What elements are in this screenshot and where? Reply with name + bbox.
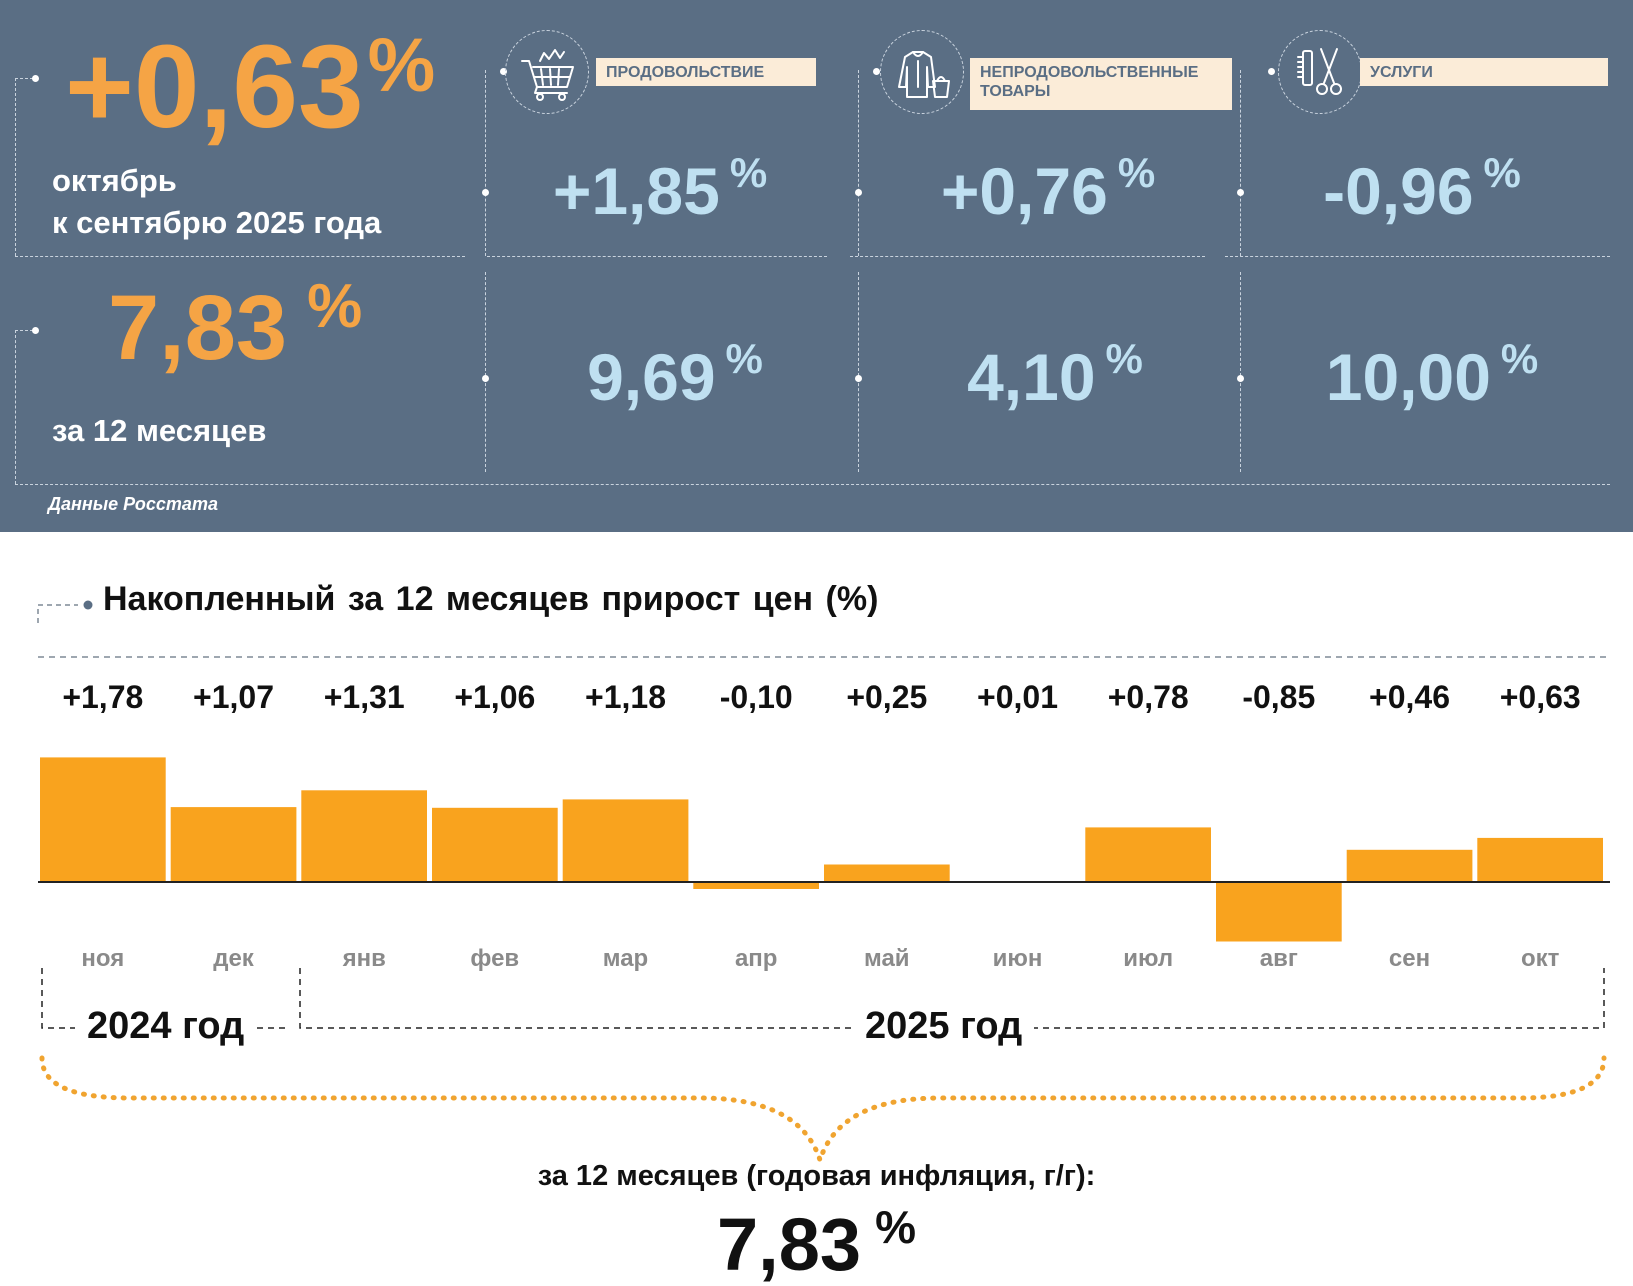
- clothes-bag-icon: [880, 30, 964, 114]
- divider: [15, 330, 33, 331]
- month-label-фев: фев: [470, 945, 519, 972]
- annual-inflation-value: 7,83%: [108, 272, 363, 379]
- divider: [15, 484, 1610, 485]
- month-label-сен: сен: [1389, 945, 1430, 972]
- chart-title: Накопленный за 12 месяцев прирост цен (%…: [103, 580, 879, 618]
- food-annual-value: 9,69%: [587, 335, 763, 414]
- category-label-services: УСЛУГИ: [1360, 58, 1608, 86]
- bar-июл: [1085, 827, 1211, 882]
- month-label-мар: мар: [603, 945, 648, 972]
- divider: [1225, 256, 1610, 257]
- divider: [858, 272, 859, 472]
- shopping-cart-icon: [505, 30, 589, 114]
- source-note: Данные Росстата: [48, 494, 218, 514]
- services-annual-value: 10,00%: [1325, 335, 1539, 414]
- divider: [858, 70, 859, 256]
- month-label-дек: дек: [213, 945, 255, 972]
- monthly-period-label: октябрь к сентябрю 2025 года: [52, 163, 382, 240]
- divider: [15, 256, 465, 257]
- month-label-янв: янв: [342, 945, 386, 972]
- value-label-июл: +0,78: [1108, 679, 1189, 715]
- bar-ноя: [40, 757, 166, 882]
- value-label-дек: +1,07: [193, 679, 274, 715]
- value-label-фев: +1,06: [454, 679, 535, 715]
- divider: [1240, 70, 1241, 256]
- divider: [15, 78, 33, 79]
- food-monthly-value: +1,85%: [552, 149, 768, 228]
- monthly-inflation-value: +0,63%: [65, 21, 436, 153]
- divider: [485, 70, 486, 256]
- bullet-dot: [500, 68, 507, 75]
- bar-дек: [170, 807, 297, 882]
- bar-окт: [1477, 837, 1603, 882]
- month-label-июл: июл: [1123, 945, 1173, 972]
- annual-period-label: за 12 месяцев: [52, 413, 267, 448]
- nonfood-monthly-value: +0,76%: [940, 149, 1156, 228]
- value-label-янв: +1,31: [324, 679, 405, 715]
- divider: [485, 272, 486, 472]
- value-label-авг: -0,85: [1242, 679, 1315, 715]
- divider: [487, 256, 827, 257]
- divider: [1240, 272, 1241, 472]
- month-label-июн: июн: [993, 945, 1043, 972]
- year-label-2024: 2024 год: [75, 1005, 257, 1048]
- total-brace: [39, 1055, 1607, 1169]
- month-label-ноя: ноя: [81, 945, 124, 972]
- value-label-май: +0,25: [846, 679, 927, 715]
- bullet-dot: [482, 375, 489, 382]
- category-label-nonfood: НЕПРОДОВОЛЬСТВЕННЫЕ ТОВАРЫ: [970, 58, 1232, 110]
- value-label-ноя: +1,78: [62, 679, 143, 715]
- month-label-апр: апр: [735, 945, 778, 972]
- divider: [15, 330, 16, 484]
- value-label-окт: +0,63: [1500, 679, 1581, 715]
- bullet-dot: [482, 189, 489, 196]
- bullet-dot: [873, 68, 880, 75]
- bar-фев: [432, 807, 558, 882]
- services-monthly-value: -0,96%: [1323, 149, 1521, 228]
- value-label-мар: +1,18: [585, 679, 666, 715]
- bullet-dot: [1237, 189, 1244, 196]
- bullet-dot: [32, 327, 39, 334]
- nonfood-annual-value: 4,10%: [967, 335, 1143, 414]
- title-bullet: [83, 600, 93, 610]
- bar-май: [824, 864, 950, 882]
- title-bracket: [37, 604, 78, 623]
- bar-сен: [1346, 849, 1473, 882]
- bullet-dot: [855, 189, 862, 196]
- month-label-окт: окт: [1521, 945, 1560, 972]
- category-label-food: ПРОДОВОЛЬСТВИЕ: [596, 58, 816, 86]
- bullet-dot: [1268, 68, 1275, 75]
- bullet-dot: [1237, 375, 1244, 382]
- bar-апр: [693, 882, 819, 889]
- value-label-июн: +0,01: [977, 679, 1058, 715]
- month-label-май: май: [864, 945, 910, 972]
- month-label-авг: авг: [1260, 945, 1298, 972]
- bar-авг: [1216, 882, 1342, 942]
- summary-label: за 12 месяцев (годовая инфляция, г/г):: [537, 1160, 1096, 1192]
- summary-panel: +0,63% октябрь к сентябрю 2025 года 7,83…: [0, 0, 1633, 532]
- bar-chart: +1,78 ноя +1,07 дек +1,31 янв +1,06 фев +1,18 мар…: [38, 679, 1610, 972]
- bullet-dot: [855, 375, 862, 382]
- bar-янв: [301, 790, 427, 882]
- value-label-сен: +0,46: [1369, 679, 1450, 715]
- divider: [850, 256, 1205, 257]
- bar-мар: [562, 799, 689, 882]
- divider: [15, 78, 16, 256]
- year-label-2025: 2025 год: [853, 1005, 1035, 1048]
- summary-value: 7,83%: [717, 1201, 916, 1286]
- value-label-апр: -0,10: [720, 679, 793, 715]
- bullet-dot: [32, 75, 39, 82]
